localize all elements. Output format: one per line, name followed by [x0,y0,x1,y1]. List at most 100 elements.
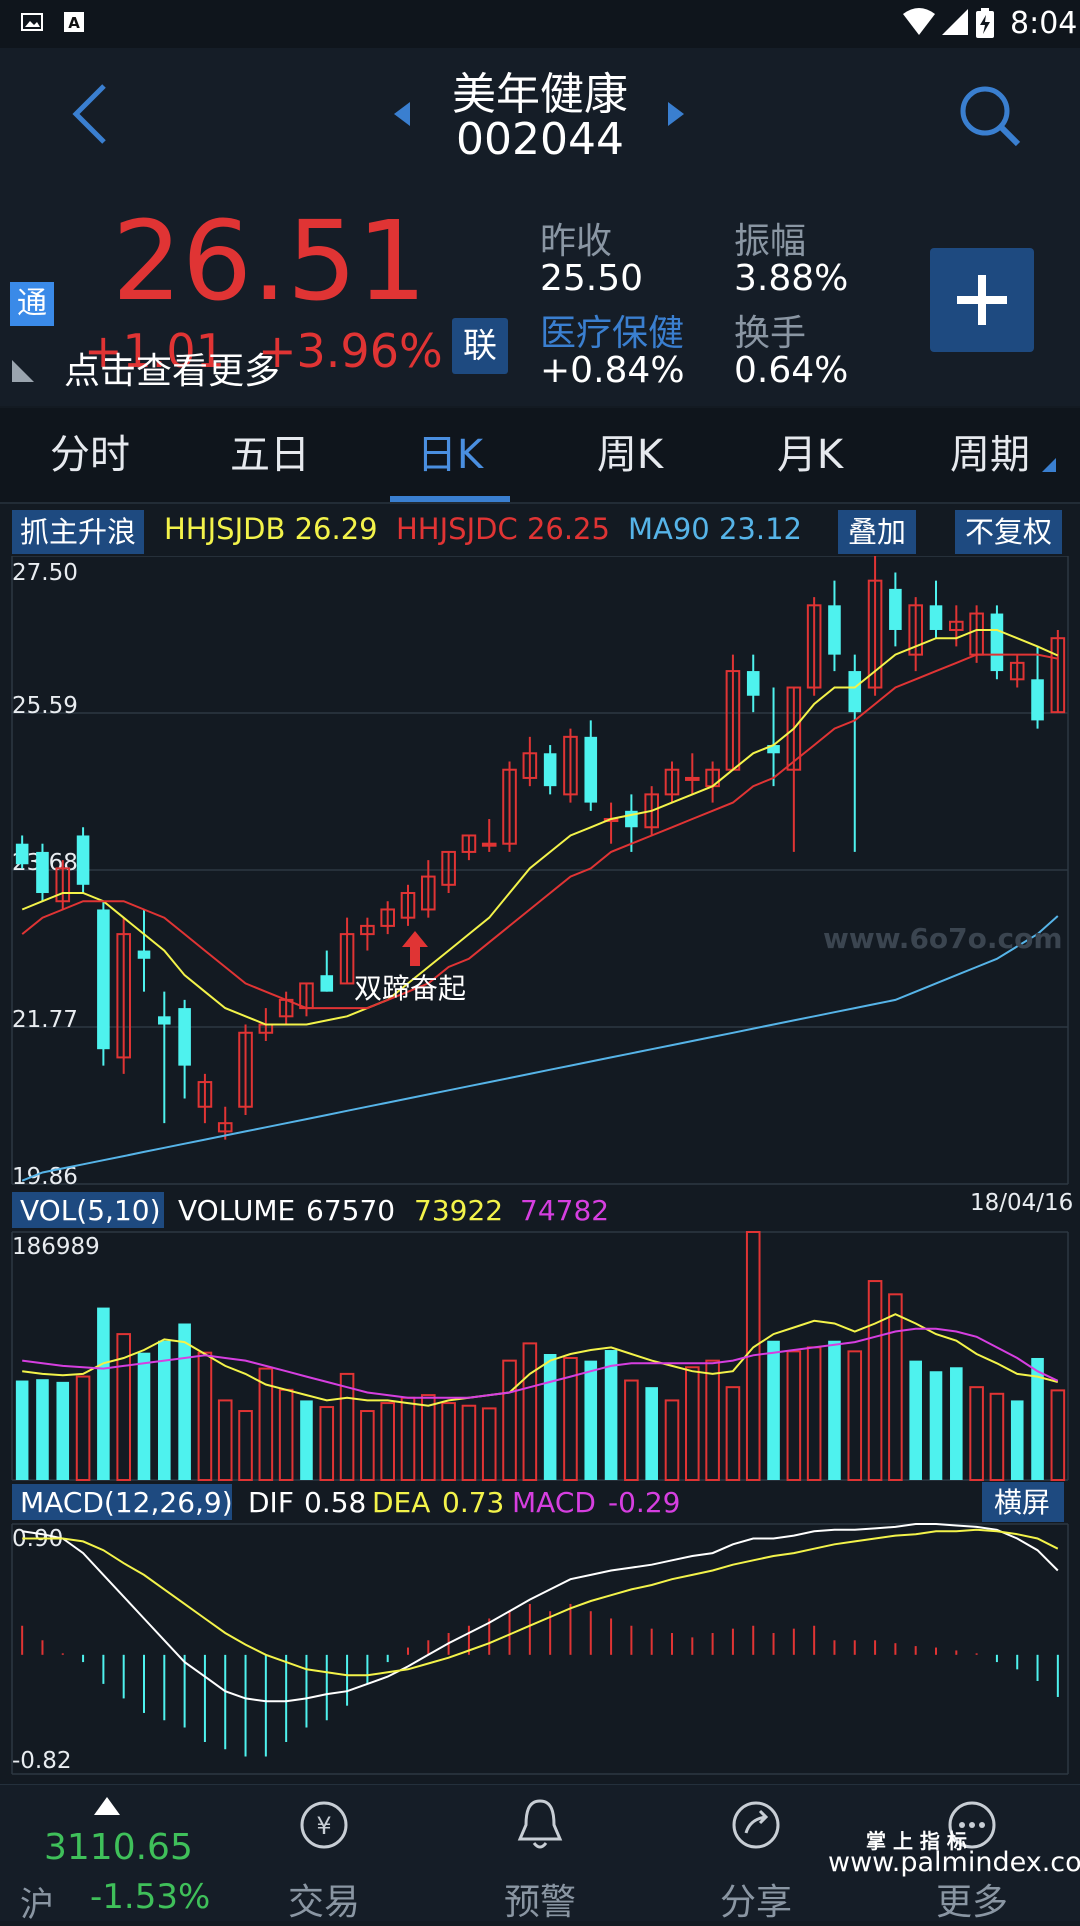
volume-bar [867,1280,883,1481]
nav-share[interactable]: 分享 [648,1785,864,1923]
trade-icon: ¥ [300,1801,348,1849]
line-hhjsjdc [21,653,1058,1010]
candle-body [421,875,436,911]
more-icon [948,1801,996,1849]
prev-stock-icon[interactable] [392,100,412,128]
volume-bar [56,1381,70,1480]
chart-area[interactable]: 27.50 25.59 23.68 21.77 19.86 www.6o7o.c… [0,556,1080,1784]
back-arrow-icon[interactable] [70,82,110,146]
candle-body [1031,679,1044,721]
macd-indicator-name[interactable]: MACD(12,26,9) [20,1486,233,1519]
candle-body [1050,637,1066,714]
candle-body [137,950,151,959]
turnover-value: 0.64% [734,350,849,391]
index-name: 沪 [20,1885,54,1925]
candle-body [828,605,841,655]
tab-label: 周K [596,432,664,478]
indicator-name[interactable]: 抓主升浪 [12,510,145,554]
candle-body [908,604,923,656]
volume-value: 67570 [306,1194,395,1227]
tab-label: 日K [416,432,484,478]
ma90-legend: MA90 23.12 [628,512,802,546]
volume-bar [238,1410,253,1482]
amplitude-label: 振幅 [734,221,807,262]
more-info-link[interactable]: 点击查看更多 [64,351,281,392]
index-ticker[interactable]: 3110.65 沪 -1.53% [0,1785,216,1925]
macd-histogram [21,1603,1059,1757]
next-stock-icon[interactable] [666,100,686,128]
y-label: 25.59 [12,693,78,719]
landscape-button[interactable] [982,1482,1064,1522]
volume-bar [258,1367,274,1482]
tab-five-day[interactable]: 五日 [180,408,360,502]
volume-bar [685,1366,700,1482]
volume-bar [950,1367,963,1480]
volume-bar [1010,1400,1024,1480]
candle-body [360,924,375,936]
ma90-label: MA90 [628,512,710,546]
candle-body [481,842,497,847]
candle-body [767,745,780,754]
bottom-nav: 3110.65 沪 -1.53% ¥ 交易 预警 分享 更多 掌 上 指 标 w… [0,1784,1080,1925]
stock-name: 美年健康 [452,69,628,120]
price-change: +1.01 [84,324,225,378]
volume-bar [1031,1357,1044,1480]
volume-bar [969,1386,984,1482]
search-icon[interactable] [958,84,1022,148]
candle-body [990,613,1004,672]
volume-bar [786,1350,802,1481]
volume-bar [604,1350,618,1480]
macd-ymin-label: -0.82 [12,1748,72,1774]
amplitude-value: 3.88% [734,258,849,299]
volume-bar [380,1402,395,1481]
candle-body [929,605,943,630]
candle-body [55,867,71,903]
stock-code: 002044 [456,114,624,165]
tab-daily-k[interactable]: 日K [360,408,540,502]
price-change-pct: +3.96% [258,324,443,378]
dropdown-triangle-icon [1042,458,1056,472]
hhjsjdc-legend: HHJSJDC 26.25 [396,512,610,546]
nav-trade[interactable]: ¥ 交易 [216,1785,432,1923]
volume-bar [645,1387,658,1480]
nav-alert[interactable]: 预警 [432,1785,648,1923]
share-icon [732,1801,780,1849]
volume-max-label: 186989 [12,1234,100,1260]
plus-icon [957,275,1007,325]
vol-indicator-name[interactable]: VOL(5,10) [20,1194,161,1227]
adjust-button[interactable]: 不复权 [955,510,1063,554]
candle-body [461,834,477,853]
sector-link[interactable]: 医疗保健 [540,313,685,354]
nav-more[interactable]: 更多 [864,1785,1080,1923]
tab-period[interactable]: 周期 [900,408,1080,502]
macd-indicator-bg [12,1484,232,1520]
signal-icon [942,9,968,35]
candle-body [1009,661,1025,681]
volume-bar [197,1351,213,1481]
tab-monthly-k[interactable]: 月K [720,408,900,502]
macd-lines [22,1523,1059,1703]
ma90-value: 23.12 [718,512,803,546]
candle-body [746,671,760,696]
overlay-button[interactable]: 叠加 [838,510,917,554]
lian-badge[interactable]: 联 [452,318,508,374]
candle-body [178,1008,191,1066]
volume-ma10-line [22,1327,1059,1399]
quote-panel: 通 26.51 +1.01 +3.96% 点击查看更多 联 昨收 25.50 医… [0,182,1080,406]
candle-body [806,604,822,689]
candle-body [867,579,883,689]
tab-weekly-k[interactable]: 周K [540,408,720,502]
line-ma90 [21,915,1059,1182]
volume-bar [543,1354,557,1480]
stock-header: 美年健康 002044 [0,48,1080,183]
candle-body [543,753,557,787]
tab-intraday[interactable]: 分时 [0,408,180,502]
candle-body [158,1016,171,1025]
buy-signal-arrow-icon [402,931,428,966]
add-watchlist-button[interactable] [930,248,1034,352]
volume-bar [15,1380,29,1480]
font-a-icon: A [64,12,84,32]
landscape-button-label[interactable]: 横屏 [994,1486,1050,1519]
bell-icon [517,1799,563,1849]
line-hhjsjdb [21,629,1059,1026]
